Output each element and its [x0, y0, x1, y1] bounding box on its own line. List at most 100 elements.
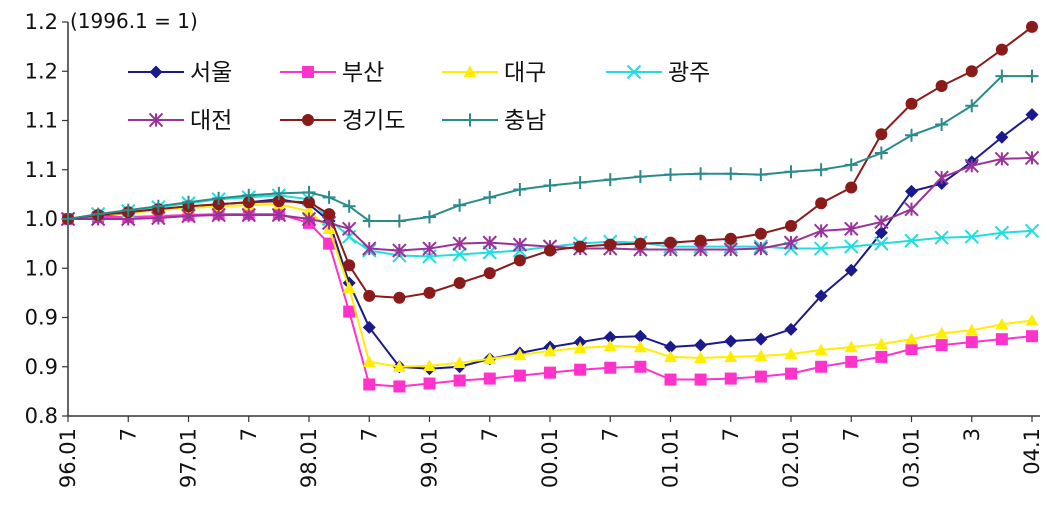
data-point — [362, 241, 377, 256]
data-point — [453, 277, 466, 290]
legend-label: 부산 — [342, 60, 384, 86]
data-point — [845, 181, 858, 194]
legend-item: 부산 — [280, 60, 384, 86]
x-tick-label: 02.01 — [779, 428, 803, 488]
legend-item: 대구 — [442, 60, 546, 86]
legend-item: 광주 — [606, 60, 710, 86]
legend-marker — [149, 65, 163, 79]
data-point — [995, 130, 1009, 144]
data-point — [634, 360, 647, 373]
data-point — [905, 343, 918, 356]
x-axis-ticks: 96.01 7 97.01 7 98.01 7 99.01 7 00.01 7 01.01 7 02.0… — [56, 416, 1044, 488]
series-부산 — [62, 208, 1038, 393]
data-point — [393, 380, 406, 393]
series-line — [68, 156, 1033, 252]
data-point — [754, 332, 768, 346]
data-point — [303, 196, 315, 209]
data-point — [603, 173, 617, 187]
data-point — [342, 199, 356, 213]
series-경기도 — [62, 20, 1038, 304]
data-point — [934, 230, 949, 245]
data-point — [965, 323, 979, 336]
data-point — [362, 320, 376, 334]
data-point — [483, 267, 496, 280]
data-point — [302, 204, 316, 217]
data-point — [343, 259, 356, 272]
legend-item: 경기도 — [280, 108, 405, 134]
data-point — [905, 184, 918, 198]
data-point — [874, 236, 889, 251]
data-point — [694, 351, 708, 364]
data-point — [664, 373, 677, 386]
y-tick-label: 1.0 — [25, 207, 58, 231]
data-point — [964, 229, 979, 244]
data-point — [664, 168, 677, 182]
data-point — [813, 223, 829, 239]
x-tick-label: 7 — [598, 428, 622, 441]
data-point — [393, 291, 406, 304]
x-tick-label: 04.1 — [1020, 428, 1044, 475]
data-point — [724, 350, 738, 363]
series-line — [67, 26, 1033, 299]
data-point — [1024, 223, 1040, 239]
data-point — [573, 341, 587, 354]
y-tick-label: 0.9 — [25, 306, 58, 330]
data-point — [844, 239, 859, 254]
series-line — [67, 203, 1033, 368]
x-tick-label: 7 — [237, 428, 261, 441]
data-point — [544, 366, 556, 379]
data-point — [1025, 313, 1039, 326]
data-point — [453, 356, 467, 369]
data-point — [633, 170, 647, 184]
data-point — [664, 340, 677, 354]
data-point — [814, 343, 828, 356]
legend-label: 대전 — [190, 108, 232, 134]
data-point — [935, 80, 948, 93]
data-point — [995, 43, 1008, 56]
data-point — [363, 289, 376, 302]
data-point — [874, 214, 889, 230]
legend-label: 광주 — [668, 60, 710, 86]
y-axis-ticks: 1.2 1.2 1.1 1.1 1.0 1.0 0.9 0.9 0.8 — [25, 10, 68, 428]
data-point — [844, 158, 858, 172]
data-point — [151, 199, 165, 213]
data-point — [633, 340, 647, 353]
data-point — [785, 367, 797, 380]
series-대구 — [61, 197, 1039, 372]
data-point — [513, 348, 527, 361]
data-point — [935, 326, 949, 339]
data-point — [212, 191, 226, 205]
legend-marker — [463, 65, 477, 78]
data-point — [753, 241, 769, 256]
data-point — [544, 244, 556, 257]
data-point — [211, 207, 226, 223]
data-point — [694, 338, 708, 352]
data-point — [724, 232, 737, 245]
data-point — [783, 235, 799, 250]
x-tick-label: 00.01 — [538, 428, 562, 488]
data-point — [343, 305, 356, 318]
data-point — [754, 168, 768, 182]
data-point — [814, 289, 828, 303]
data-point — [482, 235, 497, 250]
data-point — [603, 330, 617, 344]
data-point — [543, 179, 557, 193]
data-point — [1026, 20, 1038, 33]
data-point — [874, 146, 888, 160]
data-point — [874, 337, 888, 350]
series-line — [67, 213, 1033, 388]
legend-marker — [302, 114, 314, 126]
data-point — [272, 186, 286, 200]
data-point — [342, 281, 356, 294]
legend-label: 대구 — [504, 60, 546, 86]
x-tick-label: 3 — [960, 428, 984, 441]
index-note: (1996.1 = 1) — [70, 9, 198, 33]
data-point — [694, 234, 707, 247]
x-tick-label: 99.01 — [418, 428, 442, 488]
data-point — [965, 65, 978, 78]
series-lines — [60, 20, 1040, 393]
data-point — [121, 203, 135, 217]
data-point — [483, 190, 497, 204]
